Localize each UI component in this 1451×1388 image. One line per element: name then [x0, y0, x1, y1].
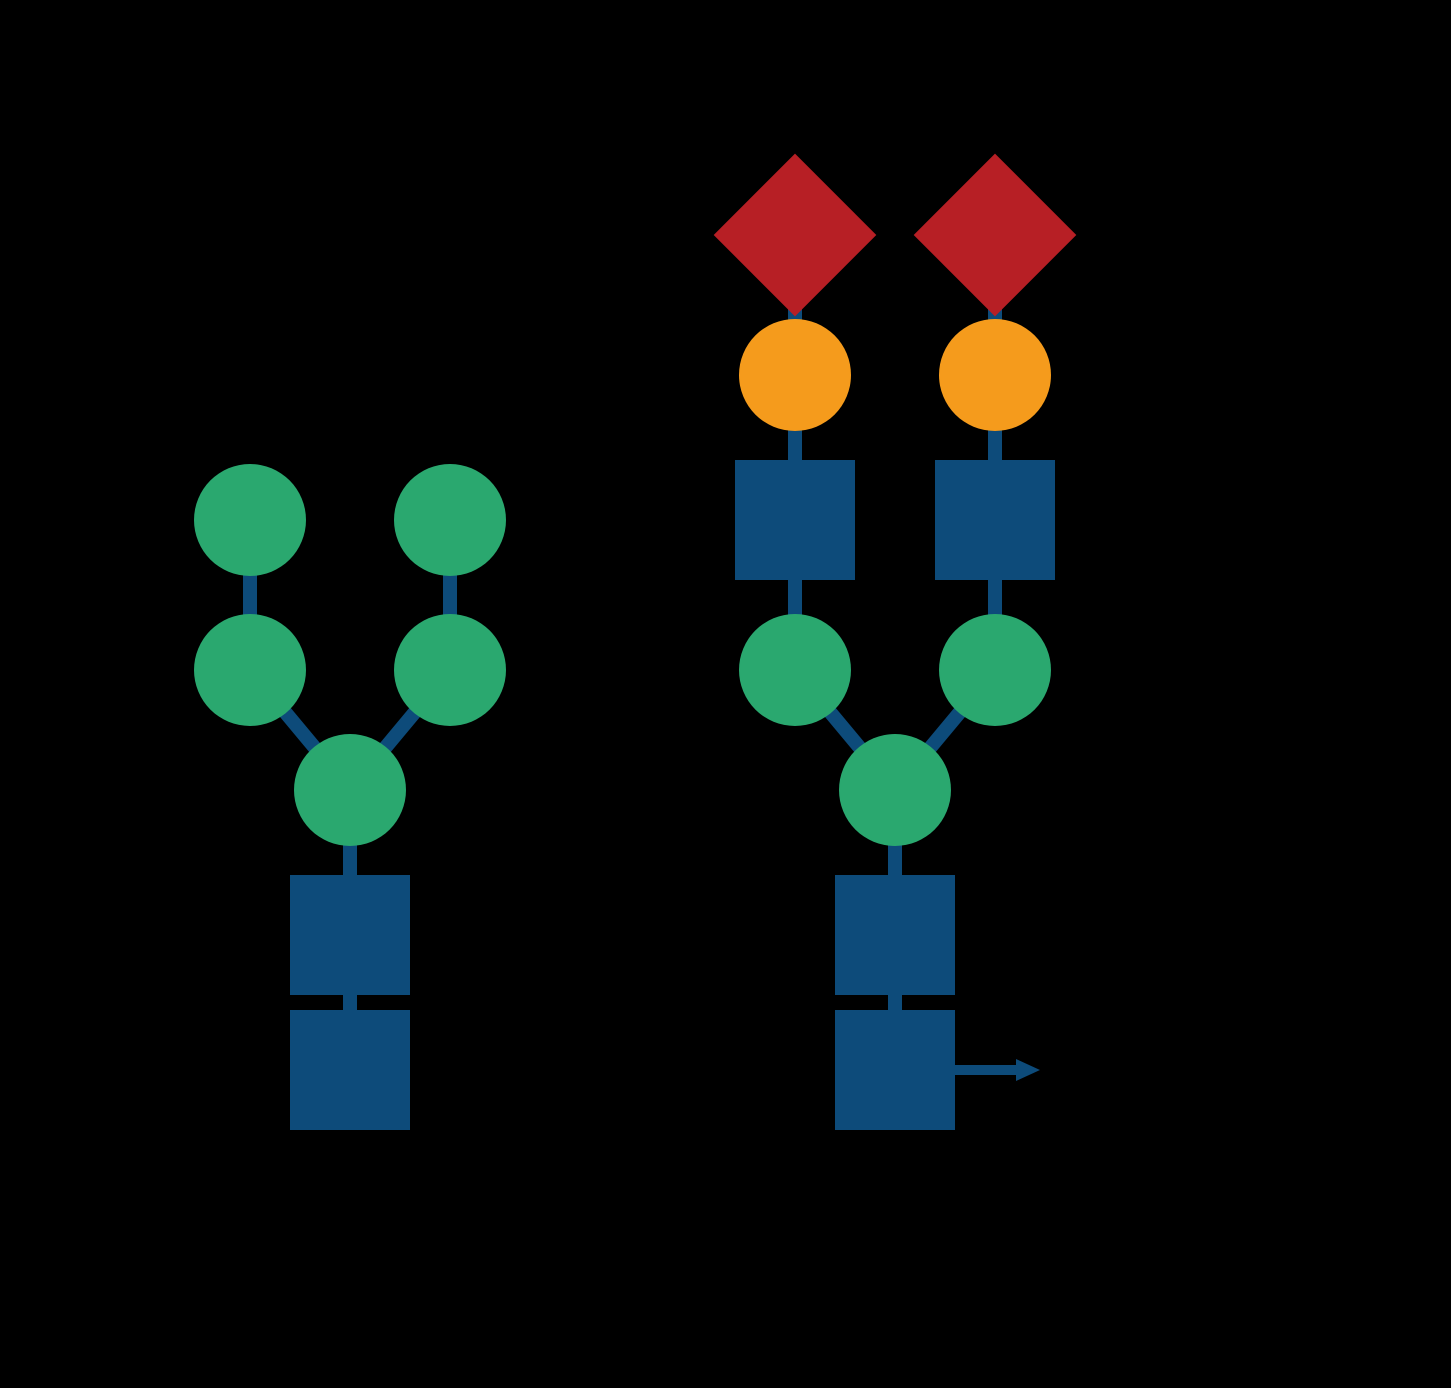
glycan-node [939, 319, 1051, 431]
glycan-node [835, 875, 955, 995]
glycan-node [739, 614, 851, 726]
glycan-node [735, 460, 855, 580]
glycan-node [714, 154, 877, 317]
glycan-node [194, 614, 306, 726]
glycan-diagram [0, 0, 1451, 1388]
nodes-layer [194, 154, 1076, 1130]
glycan-node [394, 464, 506, 576]
glycan-node [939, 614, 1051, 726]
glycan-node [294, 734, 406, 846]
glycan-node [739, 319, 851, 431]
glycan-node [914, 154, 1077, 317]
arrow-layer [955, 1059, 1040, 1081]
glycan-node [290, 875, 410, 995]
glycan-node [290, 1010, 410, 1130]
glycan-node [194, 464, 306, 576]
glycan-node [835, 1010, 955, 1130]
arrow-head [1016, 1059, 1040, 1081]
glycan-node [839, 734, 951, 846]
glycan-node [935, 460, 1055, 580]
glycan-node [394, 614, 506, 726]
